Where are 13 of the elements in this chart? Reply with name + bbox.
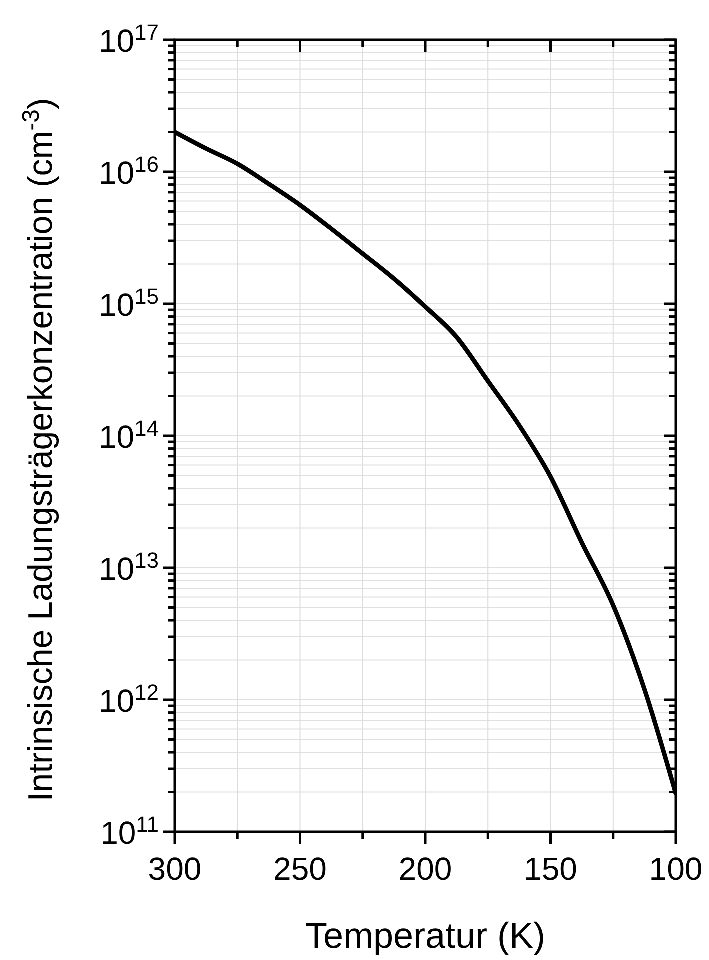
x-axis-title: Temperatur (K) xyxy=(305,915,546,956)
x-tick-label: 300 xyxy=(148,851,202,887)
y-tick-label: 10$^{17}$ xyxy=(98,20,159,59)
x-tick-label: 250 xyxy=(274,851,327,887)
y-tick-label: 10$^{15}$ xyxy=(98,284,159,323)
x-tick-label: 150 xyxy=(524,851,578,887)
y-tick-label: 10$^{13}$ xyxy=(98,548,159,587)
y-tick-label: 10$^{16}$ xyxy=(98,152,159,191)
y-tick-label: 10$^{11}$ xyxy=(100,812,159,851)
x-tick-label: 200 xyxy=(398,851,452,887)
y-tick-label: 10$^{12}$ xyxy=(98,680,159,719)
y-tick-label: 10$^{14}$ xyxy=(98,416,159,455)
x-tick-label: 100 xyxy=(649,851,703,887)
